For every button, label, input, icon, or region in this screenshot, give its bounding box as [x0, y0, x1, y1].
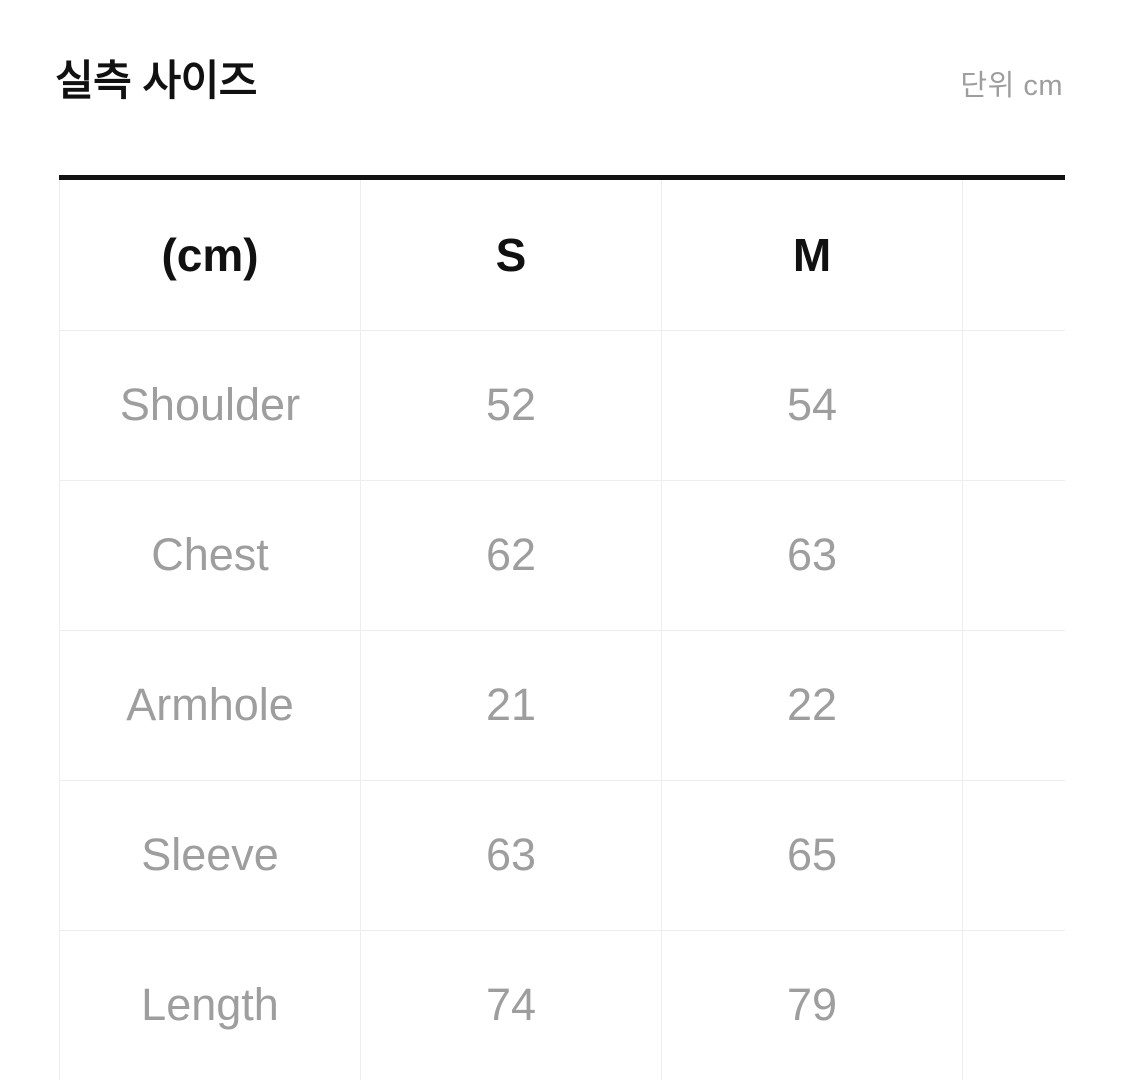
value-cell: 22: [661, 630, 963, 781]
value-cell: 54: [661, 330, 963, 481]
size-table-container: (cm) S M Shoulder 52 54 Chest 62 63 Armh…: [59, 175, 1065, 1080]
value-cell-clipped: [962, 630, 1065, 781]
header-cell-size-s: S: [360, 180, 662, 331]
value-cell: 62: [360, 480, 662, 631]
value-cell: 65: [661, 780, 963, 931]
row-label: Chest: [59, 480, 361, 631]
value-cell: 79: [661, 930, 963, 1080]
table-row-shoulder: Shoulder 52 54: [59, 330, 1065, 481]
value-cell-clipped: [962, 780, 1065, 931]
table-row-length: Length 74 79: [59, 930, 1065, 1080]
size-table: (cm) S M Shoulder 52 54 Chest 62 63 Armh…: [59, 180, 1065, 1080]
table-row-sleeve: Sleeve 63 65: [59, 780, 1065, 931]
row-label: Sleeve: [59, 780, 361, 931]
row-label: Length: [59, 930, 361, 1080]
value-cell: 21: [360, 630, 662, 781]
page-title: 실측 사이즈: [55, 57, 257, 104]
header-cell-size-m: M: [661, 180, 963, 331]
value-cell: 52: [360, 330, 662, 481]
size-section-header: 실측 사이즈 단위 cm: [55, 57, 1063, 105]
value-cell: 63: [360, 780, 662, 931]
header-cell-unit: (cm): [59, 180, 361, 331]
unit-label: 단위 cm: [960, 70, 1063, 102]
table-row-chest: Chest 62 63: [59, 480, 1065, 631]
row-label: Shoulder: [59, 330, 361, 481]
value-cell: 63: [661, 480, 963, 631]
value-cell-clipped: [962, 930, 1065, 1080]
size-table-header-row: (cm) S M: [59, 180, 1065, 331]
header-cell-size-clipped: [962, 180, 1065, 331]
value-cell-clipped: [962, 480, 1065, 631]
table-row-armhole: Armhole 21 22: [59, 630, 1065, 781]
row-label: Armhole: [59, 630, 361, 781]
value-cell: 74: [360, 930, 662, 1080]
value-cell-clipped: [962, 330, 1065, 481]
